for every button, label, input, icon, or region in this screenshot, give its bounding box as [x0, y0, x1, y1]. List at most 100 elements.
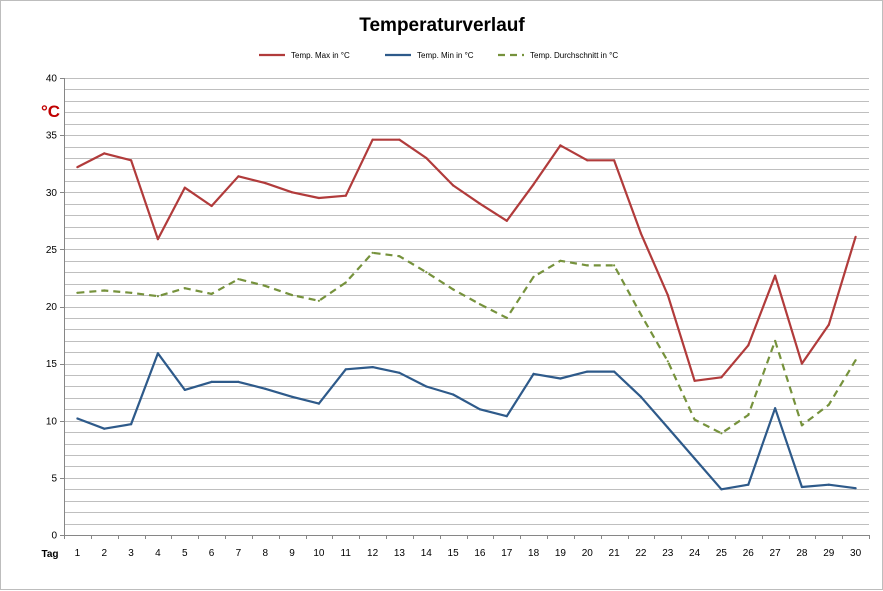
data-point-avg — [264, 284, 267, 287]
data-point-max — [264, 182, 267, 185]
data-point-min — [76, 417, 79, 420]
data-point-avg — [237, 278, 240, 281]
data-point-max — [747, 344, 750, 347]
y-tick-label: 0 — [51, 531, 57, 542]
x-axis-label: Tag — [41, 549, 58, 560]
x-tick-label: 8 — [262, 548, 268, 559]
y-tick-label: 5 — [51, 473, 57, 484]
data-point-min — [586, 370, 589, 373]
x-tick-label: 30 — [850, 548, 862, 559]
x-tick-label: 5 — [182, 548, 188, 559]
data-point-max — [371, 138, 374, 141]
data-point-avg — [532, 275, 535, 278]
data-point-min — [452, 393, 455, 396]
data-point-min — [156, 352, 159, 355]
data-point-min — [264, 387, 267, 390]
data-point-avg — [747, 413, 750, 417]
data-point-min — [666, 426, 669, 429]
legend-label: Temp. Durchschnitt in °C — [530, 51, 618, 60]
data-point-max — [398, 138, 401, 141]
data-point-avg — [425, 271, 428, 274]
data-point-avg — [183, 287, 186, 290]
data-point-min — [291, 395, 294, 398]
data-point-max — [532, 183, 535, 186]
data-point-max — [76, 166, 79, 169]
series-line-avg — [77, 251, 857, 435]
y-tick-label: 15 — [46, 359, 58, 370]
y-tick-label: 20 — [46, 302, 58, 313]
data-point-min — [425, 385, 428, 388]
y-tick-label: 10 — [46, 416, 58, 427]
data-point-avg — [76, 291, 79, 294]
data-point-max — [210, 204, 213, 208]
x-tick-label: 21 — [609, 548, 621, 559]
data-point-max — [156, 238, 159, 241]
x-tick-label: 13 — [394, 548, 406, 559]
x-tick-label: 6 — [209, 548, 215, 559]
y-tick-label: 30 — [46, 188, 58, 199]
x-tick-label: 17 — [501, 548, 513, 559]
data-point-avg — [693, 418, 696, 421]
data-point-max — [237, 175, 240, 178]
data-point-min — [103, 427, 106, 430]
legend-item-avg: Temp. Durchschnitt in °C — [498, 51, 618, 60]
series-lines — [76, 138, 857, 491]
data-point-min — [371, 366, 374, 369]
x-tick-label: 14 — [421, 548, 433, 559]
data-point-min — [478, 408, 481, 411]
x-tick-label: 27 — [770, 548, 782, 559]
data-point-min — [183, 388, 186, 391]
data-point-min — [693, 457, 696, 460]
x-tick-label: 1 — [75, 548, 81, 559]
x-tick-label: 20 — [582, 548, 594, 559]
data-point-max — [666, 294, 669, 297]
data-point-avg — [586, 264, 589, 267]
legend-item-min: Temp. Min in °C — [385, 51, 474, 60]
x-tick-label: 11 — [341, 548, 352, 559]
data-point-max — [613, 159, 616, 162]
data-point-min — [532, 372, 535, 375]
data-point-avg — [505, 316, 508, 319]
data-point-avg — [800, 424, 804, 427]
data-point-avg — [210, 292, 213, 295]
data-point-min — [344, 368, 347, 371]
data-point-min — [317, 402, 320, 405]
data-point-max — [183, 186, 186, 189]
data-point-max — [317, 196, 320, 200]
data-point-min — [130, 423, 133, 426]
x-tick-label: 12 — [367, 548, 379, 559]
data-point-max — [639, 232, 643, 235]
legend-label: Temp. Min in °C — [417, 51, 474, 60]
data-point-min — [827, 483, 830, 486]
data-point-avg — [827, 403, 830, 406]
data-point-max — [800, 362, 804, 365]
gridlines — [64, 78, 869, 525]
series-line-min — [77, 352, 856, 491]
data-point-avg — [398, 255, 401, 258]
data-point-max — [425, 156, 428, 160]
data-point-max — [693, 379, 696, 382]
data-point-avg — [371, 251, 374, 254]
data-point-min — [800, 485, 804, 489]
data-point-max — [720, 376, 723, 379]
x-tick-label: 16 — [474, 548, 486, 559]
data-point-max — [774, 274, 777, 277]
x-tick-label: 29 — [823, 548, 835, 559]
data-point-avg — [559, 259, 562, 262]
x-tick-label: 2 — [101, 548, 107, 559]
data-point-min — [639, 395, 643, 398]
x-tick-label: 22 — [635, 548, 647, 559]
data-point-min — [720, 488, 723, 491]
data-point-avg — [639, 313, 643, 316]
data-point-max — [130, 159, 133, 162]
data-point-avg — [156, 295, 159, 298]
x-tick-label: 3 — [128, 548, 134, 559]
data-point-avg — [317, 299, 320, 302]
data-point-min — [398, 371, 401, 374]
data-point-min — [559, 377, 562, 380]
x-tick-label: 7 — [236, 548, 242, 559]
legend-label: Temp. Max in °C — [291, 51, 350, 60]
data-point-avg — [130, 291, 133, 294]
data-point-min — [854, 487, 857, 490]
